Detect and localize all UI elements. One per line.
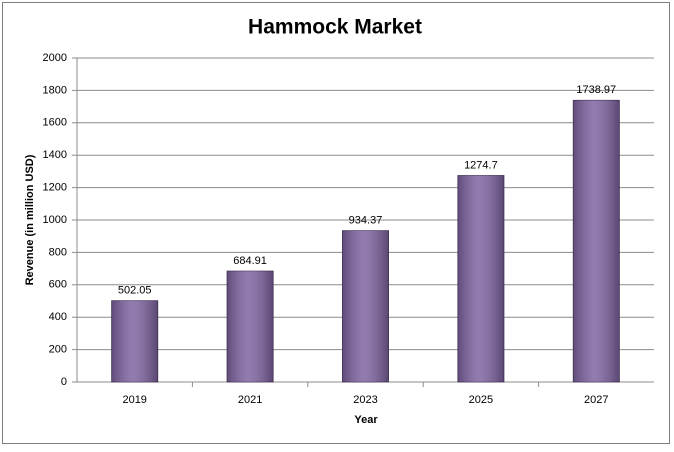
y-tick-label: 1200 — [43, 182, 67, 194]
x-tick-label: 2019 — [122, 394, 146, 406]
x-tick-label: 2025 — [469, 394, 493, 406]
y-tick-label: 600 — [49, 279, 67, 291]
value-label: 502.05 — [118, 285, 152, 297]
y-axis-label: Revenue (in million USD) — [24, 154, 36, 285]
y-tick-label: 2000 — [43, 52, 67, 64]
value-label: 934.37 — [349, 215, 383, 227]
y-tick-label: 800 — [49, 246, 67, 258]
y-tick-label: 0 — [61, 376, 67, 388]
value-label: 1274.7 — [464, 159, 498, 171]
chart-title: Hammock Market — [248, 16, 422, 39]
x-tick-label: 2021 — [238, 394, 262, 406]
y-tick-label: 1800 — [43, 84, 67, 96]
x-tick-label: 2027 — [584, 394, 608, 406]
value-label: 684.91 — [233, 255, 267, 267]
y-tick-label: 1600 — [43, 117, 67, 129]
value-label: 1738.97 — [576, 84, 616, 96]
bar — [572, 99, 620, 383]
chart-border — [2, 2, 670, 444]
y-tick-label: 200 — [49, 344, 67, 356]
y-tick-label: 1400 — [43, 149, 67, 161]
bar — [457, 175, 505, 383]
x-tick-label: 2023 — [353, 394, 377, 406]
x-axis-label: Year — [354, 414, 378, 426]
bar — [111, 300, 159, 383]
y-tick-label: 1000 — [43, 214, 67, 226]
y-tick-label: 400 — [49, 311, 67, 323]
bar — [226, 270, 274, 383]
bar — [342, 230, 389, 383]
